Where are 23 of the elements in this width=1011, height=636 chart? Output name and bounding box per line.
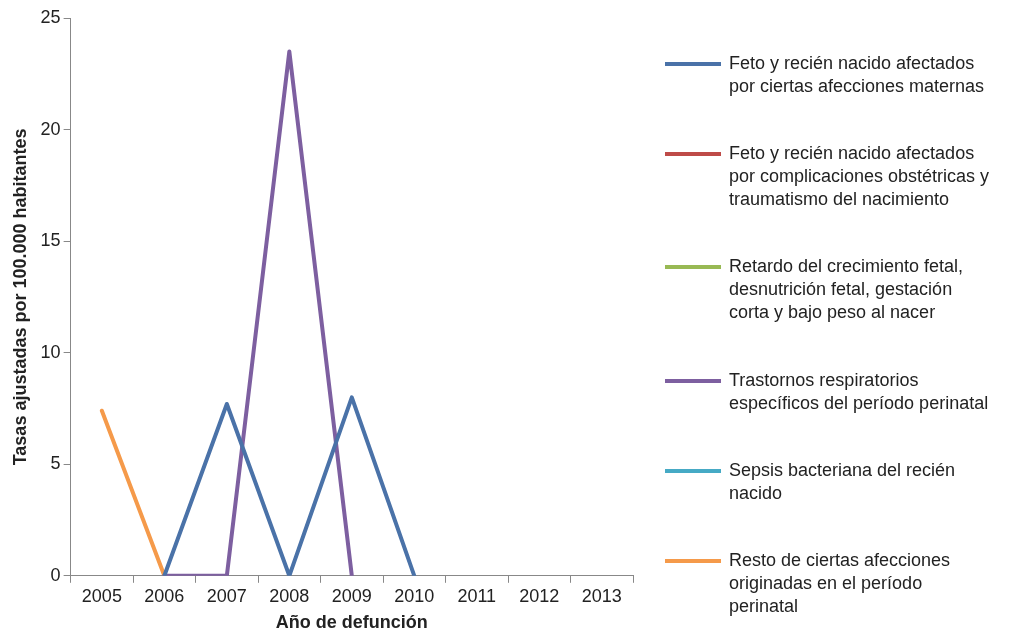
x-tick-label: 2011 (457, 585, 497, 606)
x-axis-title: Año de defunción (275, 612, 428, 633)
x-tick-label: 2012 (519, 585, 560, 606)
y-tick-label: 15 (40, 230, 61, 251)
x-tick-label: 2008 (269, 585, 310, 606)
legend-label: Trastornos respiratorios específicos del período perinatal (729, 368, 990, 415)
y-tick-label: 10 (40, 341, 61, 362)
y-axis-title: Tasas ajustadas por 100.000 habitantes (9, 128, 30, 466)
legend-label: Feto y recién nacido afectados por ciertas afecciones maternas (729, 52, 986, 98)
x-tick-label: 2010 (394, 585, 435, 606)
legend-label: Retardo del crecimiento fetal, desnutrición fetal, gestación corta y bajo peso al nacer (729, 255, 965, 325)
legend-label: Feto y recién nacido afectados por complicaciones obstétricas y traumatismo del nacimiento (729, 142, 991, 212)
legend-label: Sepsis bacteriana del recién nacido (729, 458, 957, 505)
x-tick-label: 2005 (81, 585, 122, 606)
legend-label: Resto de ciertas afecciones originadas en el período perinatal (729, 548, 952, 618)
x-tick-label: 2006 (144, 585, 185, 606)
x-tick-label: 2007 (206, 585, 247, 606)
y-tick-label: 5 (50, 453, 61, 474)
y-tick-label: 0 (50, 564, 61, 585)
y-tick-label: 25 (40, 6, 61, 27)
x-tick-label: 2009 (331, 585, 372, 606)
x-tick-label: 2013 (581, 585, 622, 606)
y-tick-label: 20 (40, 118, 61, 139)
